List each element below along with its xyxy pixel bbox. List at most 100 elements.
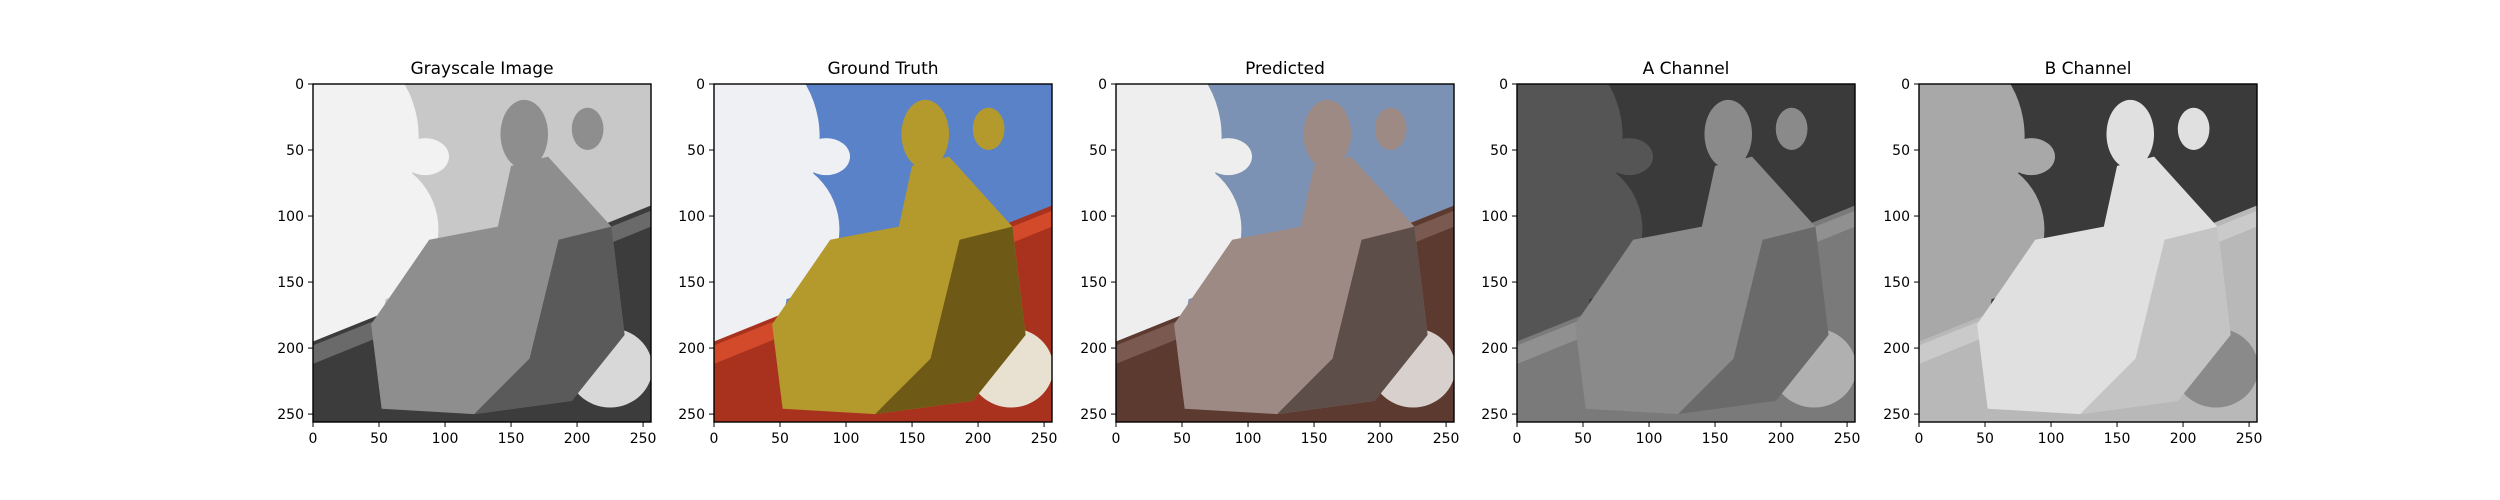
panel-1: Grayscale Image 0 50 100 150 200 250 0 50 100 150 2…: [277, 59, 657, 447]
y-tick-label: 250: [1883, 407, 1910, 423]
x-tick-label: 250: [1031, 431, 1058, 447]
x-tick-label: 0: [1915, 431, 1924, 447]
image-area: [1116, 84, 1454, 435]
x-tick-label: 150: [2104, 431, 2131, 447]
axes-frame: [1516, 83, 1856, 423]
y-tick-label: 150: [1481, 275, 1508, 291]
y-tick-label: 0: [1499, 77, 1508, 93]
image-area: [313, 84, 651, 435]
panel-title: B Channel: [2045, 59, 2132, 79]
floor: [1919, 422, 2257, 435]
y-tick-label: 0: [1098, 77, 1107, 93]
x-tick-label: 100: [2038, 431, 2065, 447]
statue-head: [500, 99, 549, 169]
cloud: [1204, 138, 1252, 176]
y-tick-label: 0: [696, 77, 705, 93]
floor: [714, 422, 1052, 435]
image-area: [1919, 84, 2257, 435]
x-tick-label: 50: [1574, 431, 1592, 447]
x-tick-label: 150: [498, 431, 525, 447]
y-tick-label: 0: [1901, 77, 1910, 93]
y-tick-label: 50: [687, 143, 705, 159]
y-tick-label: 0: [295, 77, 304, 93]
y-tick-label: 100: [1080, 209, 1107, 225]
y-tick-label: 100: [1481, 209, 1508, 225]
x-tick-label: 0: [1112, 431, 1121, 447]
x-tick-label: 250: [630, 431, 657, 447]
x-tick-label: 50: [370, 431, 388, 447]
statue-head: [1303, 99, 1352, 169]
axes-frame: [1115, 83, 1455, 423]
statue-flower: [571, 107, 604, 151]
x-tick-label: 150: [899, 431, 926, 447]
x-tick-label: 100: [432, 431, 459, 447]
panel-4: A Channel 0 50 100 150 200 250 0 50 100 150 200 250: [1481, 59, 1861, 447]
panel-title: A Channel: [1643, 59, 1730, 79]
y-tick-label: 100: [678, 209, 705, 225]
x-tick-label: 250: [1433, 431, 1460, 447]
panel-title: Ground Truth: [827, 59, 938, 79]
y-tick-label: 50: [1892, 143, 1910, 159]
y-tick-label: 200: [1883, 341, 1910, 357]
x-tick-label: 100: [1636, 431, 1663, 447]
panel-5: B Channel 0 50 100 150 200 250 0 50 100 150 200 250: [1883, 59, 2263, 447]
x-tick-label: 250: [1834, 431, 1861, 447]
cloud: [1605, 138, 1653, 176]
y-tick-label: 250: [277, 407, 304, 423]
floor: [1116, 422, 1454, 435]
x-tick-label: 200: [2170, 431, 2197, 447]
y-tick-label: 250: [1080, 407, 1107, 423]
axes-frame: [312, 83, 652, 423]
x-tick-label: 200: [1367, 431, 1394, 447]
axes-frame: [713, 83, 1053, 423]
y-tick-label: 150: [1080, 275, 1107, 291]
y-tick-label: 50: [286, 143, 304, 159]
x-tick-label: 100: [1235, 431, 1262, 447]
statue-shadow: [2080, 226, 2231, 415]
x-tick-label: 50: [1976, 431, 1994, 447]
y-tick-label: 150: [678, 275, 705, 291]
y-tick-label: 150: [277, 275, 304, 291]
y-tick-label: 200: [678, 341, 705, 357]
statue-head: [901, 99, 950, 169]
panel-title: Grayscale Image: [410, 59, 553, 79]
statue-shadow: [474, 226, 625, 415]
x-tick-label: 0: [309, 431, 318, 447]
axes-frame: [1918, 83, 2258, 423]
cloud: [401, 138, 449, 176]
floor: [313, 422, 651, 435]
x-tick-label: 200: [1768, 431, 1795, 447]
floor: [1517, 422, 1855, 435]
y-tick-label: 100: [277, 209, 304, 225]
x-tick-label: 200: [965, 431, 992, 447]
x-tick-label: 50: [771, 431, 789, 447]
y-tick-label: 250: [678, 407, 705, 423]
y-tick-label: 250: [1481, 407, 1508, 423]
cloud: [2007, 138, 2055, 176]
statue-flower: [972, 107, 1005, 151]
statue-flower: [2177, 107, 2210, 151]
statue-head: [2106, 99, 2155, 169]
statue-shadow: [875, 226, 1026, 415]
x-tick-label: 0: [710, 431, 719, 447]
y-tick-label: 200: [277, 341, 304, 357]
panel-3: Predicted 0 50 100 150 200 250 0 50 100 150 200 250: [1080, 59, 1460, 447]
statue-shadow: [1277, 226, 1428, 415]
y-tick-label: 50: [1490, 143, 1508, 159]
image-area: [1517, 84, 1855, 435]
x-tick-label: 200: [564, 431, 591, 447]
panel-title: Predicted: [1245, 59, 1325, 79]
image-area: [714, 84, 1052, 435]
x-tick-label: 150: [1702, 431, 1729, 447]
x-tick-label: 250: [2236, 431, 2263, 447]
cloud: [802, 138, 850, 176]
statue-flower: [1775, 107, 1808, 151]
x-tick-label: 0: [1513, 431, 1522, 447]
statue-head: [1704, 99, 1753, 169]
panel-2: Ground Truth 0 50 100 150 200 250 0 50 100 150 200 2…: [678, 59, 1058, 447]
y-tick-label: 100: [1883, 209, 1910, 225]
y-tick-label: 200: [1080, 341, 1107, 357]
y-tick-label: 150: [1883, 275, 1910, 291]
statue-flower: [1374, 107, 1407, 151]
